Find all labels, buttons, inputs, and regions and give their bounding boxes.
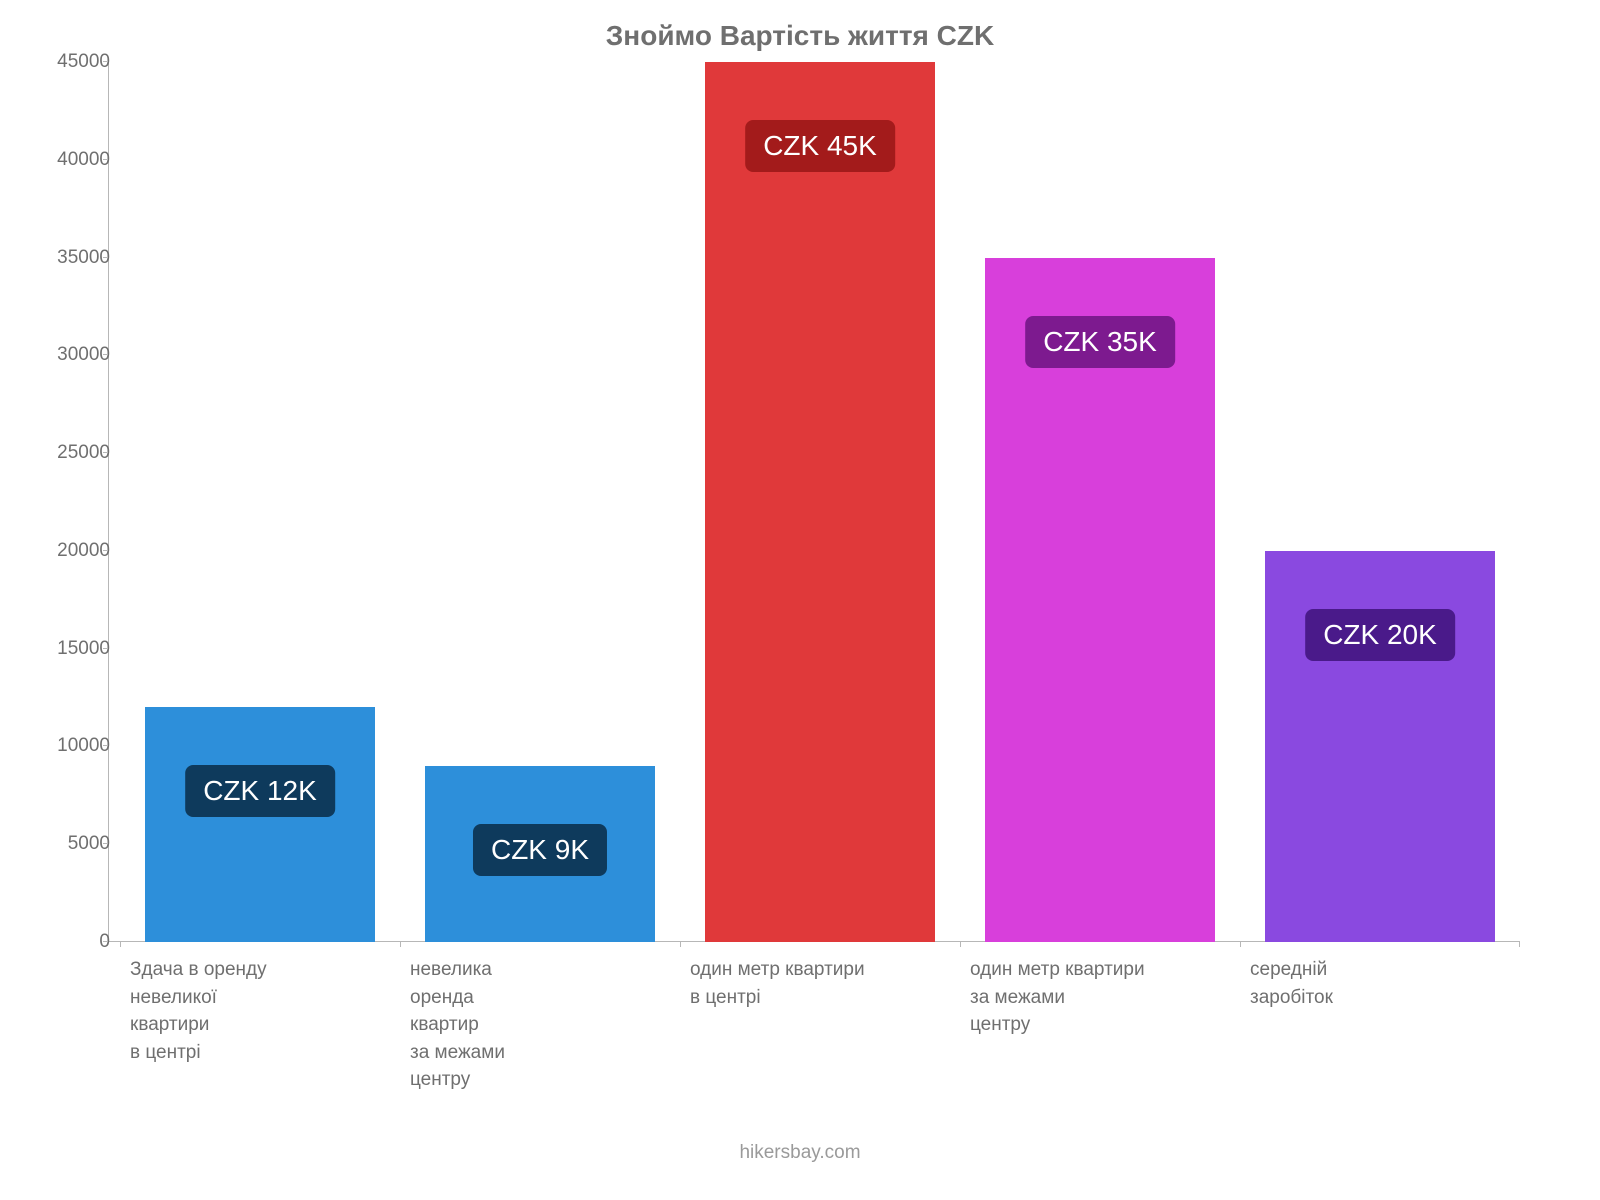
y-tick-label: 35000 — [40, 247, 110, 269]
y-tick-mark — [103, 452, 108, 453]
x-label-slot: середнійзаробіток — [1240, 956, 1520, 1094]
bar-value-label: CZK 20K — [1305, 609, 1455, 661]
bar: CZK 20K — [1265, 551, 1495, 942]
bar-slot: CZK 9K — [400, 62, 680, 942]
y-tick-label: 30000 — [40, 344, 110, 366]
bar-value-label: CZK 9K — [473, 824, 607, 876]
y-tick-mark — [103, 159, 108, 160]
bar-slot: CZK 12K — [120, 62, 400, 942]
y-tick-label: 5000 — [40, 833, 110, 855]
bar-value-label: CZK 45K — [745, 120, 895, 172]
y-tick-mark — [103, 745, 108, 746]
x-label-slot: невеликаорендаквартирза межамицентру — [400, 956, 680, 1094]
x-axis-category-label: Здача в орендуневеликоїквартирив центрі — [130, 956, 320, 1066]
bar-value-label: CZK 35K — [1025, 316, 1175, 368]
bar: CZK 9K — [425, 766, 655, 942]
bar-slot: CZK 45K — [680, 62, 960, 942]
y-tick-mark — [103, 257, 108, 258]
x-axis-category-label: один метр квартирив центрі — [690, 956, 880, 1011]
bars-region: CZK 12K CZK 9K CZK 45K CZK 35K CZK 20K — [120, 62, 1520, 942]
x-axis-labels: Здача в орендуневеликоїквартирив центрі н… — [120, 956, 1520, 1094]
bar: CZK 12K — [145, 707, 375, 942]
x-tick-mark — [1519, 942, 1520, 947]
y-tick-mark — [103, 354, 108, 355]
y-tick-label: 10000 — [40, 735, 110, 757]
x-axis-category-label: один метр квартириза межамицентру — [970, 956, 1160, 1039]
x-tick-mark — [400, 942, 401, 947]
y-tick-label: 40000 — [40, 149, 110, 171]
y-axis — [108, 62, 109, 942]
y-tick-label: 0 — [40, 931, 110, 953]
x-axis-category-label: середнійзаробіток — [1250, 956, 1440, 1011]
y-tick-mark — [103, 843, 108, 844]
x-label-slot: Здача в орендуневеликоїквартирив центрі — [120, 956, 400, 1094]
x-tick-mark — [1240, 942, 1241, 947]
x-label-slot: один метр квартириза межамицентру — [960, 956, 1240, 1094]
y-tick-mark — [103, 550, 108, 551]
plot-area: CZK 12KCZK 9KCZK 45KCZK 35KCZK 20K 05000… — [120, 62, 1520, 942]
x-tick-mark — [960, 942, 961, 947]
bar-value-label: CZK 12K — [185, 765, 335, 817]
bar-slot: CZK 35K — [960, 62, 1240, 942]
x-tick-mark — [120, 942, 121, 947]
y-tick-label: 15000 — [40, 638, 110, 660]
y-tick-mark — [103, 648, 108, 649]
bar: CZK 35K — [985, 258, 1215, 942]
y-tick-mark — [103, 61, 108, 62]
x-axis-category-label: невеликаорендаквартирза межамицентру — [410, 956, 600, 1094]
chart-container: Зноймо Вартість життя CZK CZK 12KCZK 9KC… — [0, 0, 1600, 1200]
chart-title: Зноймо Вартість життя CZK — [40, 20, 1560, 52]
x-tick-mark — [680, 942, 681, 947]
attribution-text: hikersbay.com — [40, 1142, 1560, 1164]
y-tick-mark — [103, 941, 108, 942]
y-tick-label: 25000 — [40, 442, 110, 464]
y-tick-label: 20000 — [40, 540, 110, 562]
y-tick-label: 45000 — [40, 51, 110, 73]
bar-slot: CZK 20K — [1240, 62, 1520, 942]
x-label-slot: один метр квартирив центрі — [680, 956, 960, 1094]
bar: CZK 45K — [705, 62, 935, 942]
